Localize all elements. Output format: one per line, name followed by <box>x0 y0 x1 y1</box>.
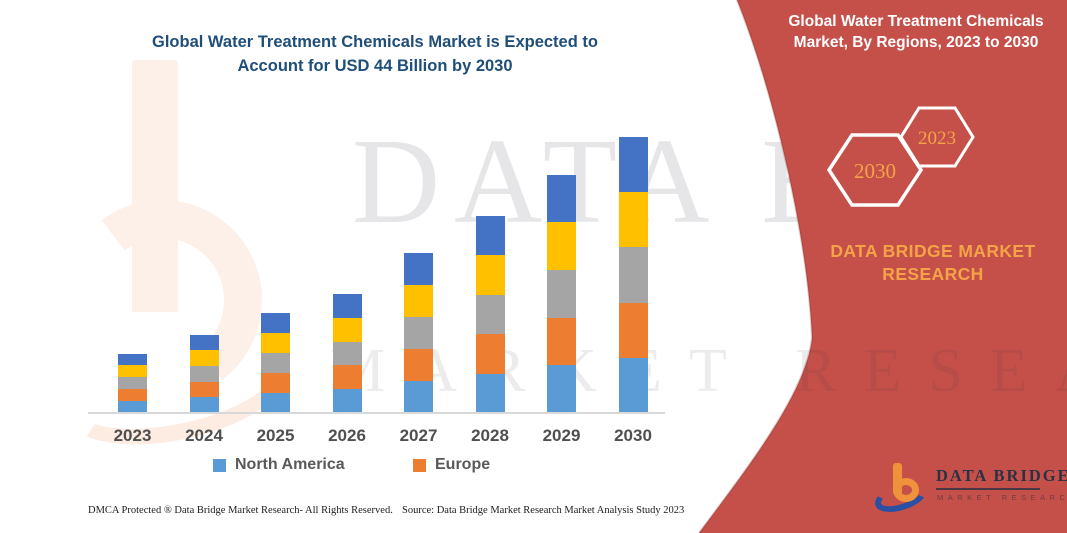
logo-b-icon <box>893 463 902 495</box>
bar-2027 <box>404 253 433 413</box>
hexagon-2030 <box>826 133 924 207</box>
bar-segment-series-4 <box>189 350 219 366</box>
brand-text: DATA BRIDGE MARKET RESEARCH <box>802 240 1064 286</box>
bar-segment-series-3 <box>618 247 648 303</box>
hexagon-badges: 2023 2030 <box>826 106 975 207</box>
bar-segment-series-3 <box>475 294 505 334</box>
x-tick-2023: 2023 <box>113 426 152 445</box>
x-tick-2030: 2030 <box>614 426 652 445</box>
bar-segment-north-america <box>618 357 648 413</box>
bar-2028 <box>475 215 505 413</box>
bar-segment-europe <box>618 302 648 358</box>
x-axis-tick-labels: 2023 2024 2025 2026 2027 2028 2029 2030 <box>85 426 665 448</box>
logo-b-bowl-icon <box>893 478 919 502</box>
data-bridge-logo: DATA BRIDGE MARKET RESEARCH <box>871 458 1067 522</box>
x-axis-line <box>88 412 665 414</box>
bar-segment-europe <box>404 349 433 381</box>
bar-segment-series-5 <box>547 174 576 223</box>
bar-segment-series-4 <box>618 192 648 248</box>
bar-segment-series-4 <box>404 285 433 317</box>
bar-segment-europe <box>118 389 147 402</box>
logo-name: DATA BRIDGE <box>936 466 1067 485</box>
stacked-bar-chart <box>85 130 665 413</box>
footer-source-text: Source: Data Bridge Market Research Mark… <box>402 505 685 516</box>
bar-segment-series-5 <box>475 215 505 255</box>
bar-segment-series-5 <box>404 253 433 285</box>
bar-segment-series-5 <box>618 137 648 193</box>
brand-text-line1: DATA BRIDGE MARKET <box>830 241 1036 261</box>
footer-dmca-text: DMCA Protected ® Data Bridge Market Rese… <box>88 505 393 516</box>
bar-segment-north-america <box>189 397 219 413</box>
banner-title-line1: Global Water Treatment Chemicals <box>788 13 1044 30</box>
banner-title-line2: Market, By Regions, 2023 to 2030 <box>793 34 1039 51</box>
bar-segment-series-5 <box>261 312 290 333</box>
bar-segment-series-5 <box>189 334 219 351</box>
bar-segment-north-america <box>404 381 433 413</box>
bar-segment-series-5 <box>332 294 362 318</box>
bar-segment-europe <box>475 334 505 374</box>
bar-2026 <box>332 294 362 413</box>
x-tick-2029: 2029 <box>542 426 581 445</box>
bar-segment-series-5 <box>118 353 147 366</box>
bar-segment-series-3 <box>189 365 219 382</box>
bar-segment-series-3 <box>118 377 147 390</box>
bar-2029 <box>547 174 576 413</box>
bar-segment-series-4 <box>547 222 576 270</box>
hexagon-2023-label: 2023 <box>918 128 956 149</box>
bar-segment-north-america <box>475 373 505 413</box>
bar-segment-north-america <box>547 365 576 413</box>
banner-title: Global Water Treatment Chemicals Market,… <box>768 11 1064 53</box>
legend-label-north-america: North America <box>235 456 345 473</box>
page-title-line1: Global Water Treatment Chemicals Market … <box>152 33 598 51</box>
legend-swatch-europe <box>413 458 426 472</box>
bar-2024 <box>189 334 219 413</box>
bar-segment-north-america <box>118 401 147 413</box>
hexagon-2030-label: 2030 <box>854 159 896 183</box>
x-tick-2026: 2026 <box>328 426 366 445</box>
legend-swatch-north-america <box>213 458 226 472</box>
x-tick-2028: 2028 <box>471 426 509 445</box>
chart-legend: North America Europe <box>0 456 680 478</box>
bar-segment-series-4 <box>261 332 290 353</box>
brand-text-line2: RESEARCH <box>882 264 984 284</box>
bar-segment-north-america <box>332 389 362 413</box>
page-title: Global Water Treatment Chemicals Market … <box>85 30 665 78</box>
legend-label-europe: Europe <box>435 456 491 473</box>
pale-logo-watermark-stem <box>132 60 178 312</box>
logo-divider <box>936 488 1040 490</box>
x-tick-2024: 2024 <box>185 426 223 445</box>
bar-segment-series-3 <box>332 341 362 366</box>
bar-segment-series-3 <box>261 352 290 373</box>
bar-segment-series-4 <box>475 255 505 295</box>
logo-subtext: MARKET RESEARCH <box>937 493 1067 502</box>
bar-segment-series-3 <box>404 317 433 349</box>
bar-segment-series-4 <box>332 317 362 342</box>
x-tick-2025: 2025 <box>256 426 295 445</box>
page-title-line2: Account for USD 44 Billion by 2030 <box>237 57 513 75</box>
legend-item-europe: Europe <box>413 456 490 474</box>
bar-segment-europe <box>189 381 219 398</box>
bar-segment-series-4 <box>118 365 147 378</box>
bar-2025 <box>261 312 290 413</box>
bar-segment-north-america <box>261 392 290 413</box>
x-tick-2027: 2027 <box>399 426 438 445</box>
bar-segment-europe <box>332 365 362 390</box>
bar-segment-series-3 <box>547 269 576 318</box>
bar-segment-europe <box>547 317 576 366</box>
bar-2023 <box>118 353 147 413</box>
legend-item-north-america: North America <box>213 456 345 474</box>
bar-2030 <box>618 137 648 413</box>
bar-segment-europe <box>261 372 290 393</box>
